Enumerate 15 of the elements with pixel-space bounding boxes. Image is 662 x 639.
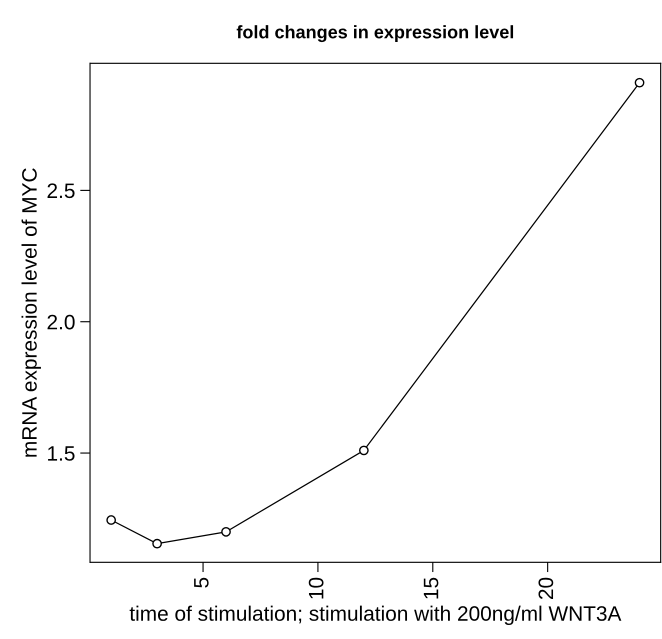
y-tick-label: 2.5 [48, 183, 75, 198]
x-axis-title: time of stimulation; stimulation with 200ng/ml WNT3A [130, 606, 622, 626]
x-tick-label: 10 [308, 578, 324, 598]
point [152, 538, 162, 549]
y-tick-label: 2.0 [48, 314, 75, 330]
x-tick-label: 15 [424, 578, 438, 598]
y-tick-label: 1.5 [48, 446, 75, 461]
point [359, 446, 369, 456]
x-tick-label: 5 [194, 578, 209, 588]
y-axis-title: mRNA expression level of MYC [22, 168, 41, 457]
point [106, 515, 116, 525]
point [634, 78, 644, 88]
x-tick-label: 20 [538, 578, 554, 600]
chart-title: fold changes in expression level [236, 25, 514, 42]
point [221, 526, 231, 537]
